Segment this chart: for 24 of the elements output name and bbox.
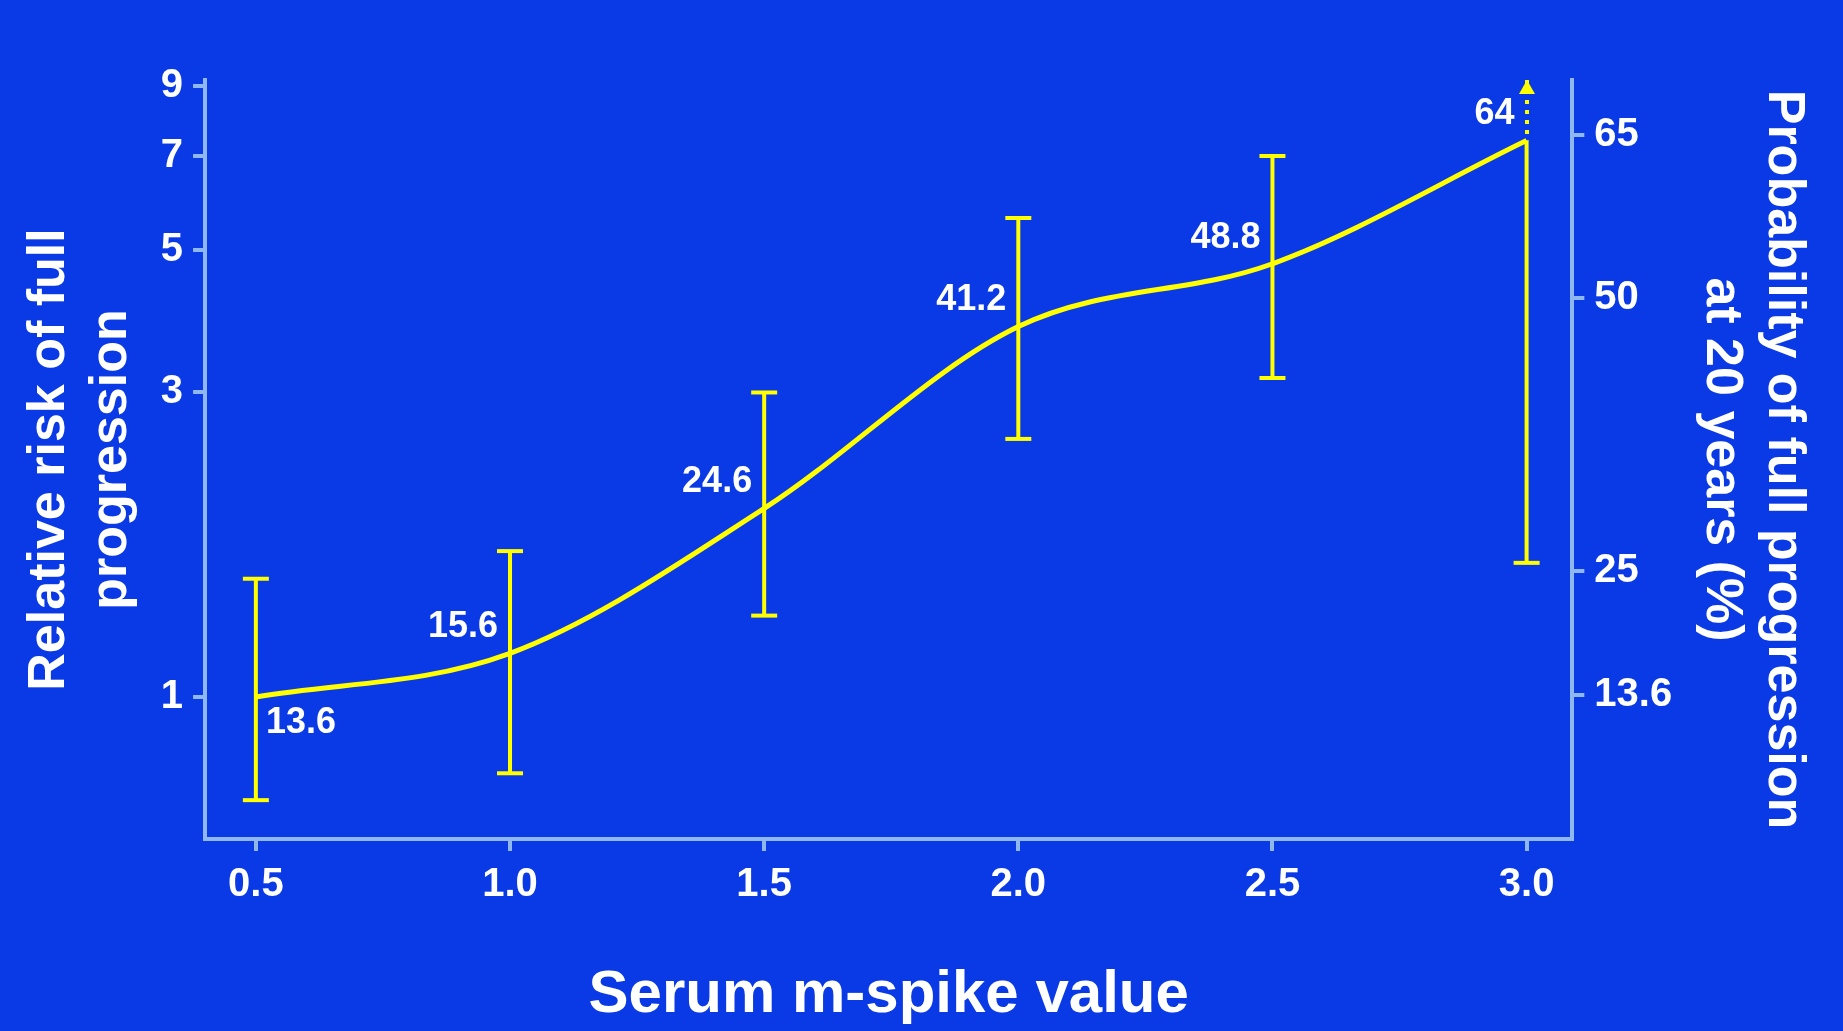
y2-tick-label: 13.6 [1594, 670, 1673, 715]
x-tick-label: 2.5 [1244, 860, 1301, 905]
annotation: 64 [1474, 91, 1515, 133]
y2-tick-label: 25 [1594, 545, 1639, 590]
y2-tick-label: 50 [1594, 273, 1639, 318]
y-axis-title: Relative risk of full progression [16, 228, 137, 691]
x-tick-label: 1.5 [736, 860, 792, 905]
annotation: 24.6 [682, 459, 753, 501]
y-tick-label: 7 [160, 131, 184, 176]
x-tick-label: 0.5 [228, 860, 284, 905]
y-tick-label: 5 [160, 224, 184, 269]
annotation: 41.2 [936, 277, 1007, 319]
annotation: 13.6 [265, 699, 336, 741]
x-axis-title: Serum m-spike value [588, 957, 1189, 1025]
y-tick-label: 9 [160, 61, 184, 106]
annotation: 15.6 [427, 604, 499, 646]
annotation: 48.8 [1190, 214, 1261, 256]
y2-tick-label: 65 [1594, 109, 1639, 154]
y-tick-label: 1 [160, 672, 184, 717]
x-tick-label: 3.0 [1498, 860, 1555, 905]
x-tick-label: 1.0 [482, 860, 538, 905]
x-tick-label: 2.0 [990, 860, 1047, 905]
y-tick-label: 3 [160, 366, 184, 411]
y2-axis-title: Probability of full progression at 20 years (%) [1696, 89, 1817, 830]
